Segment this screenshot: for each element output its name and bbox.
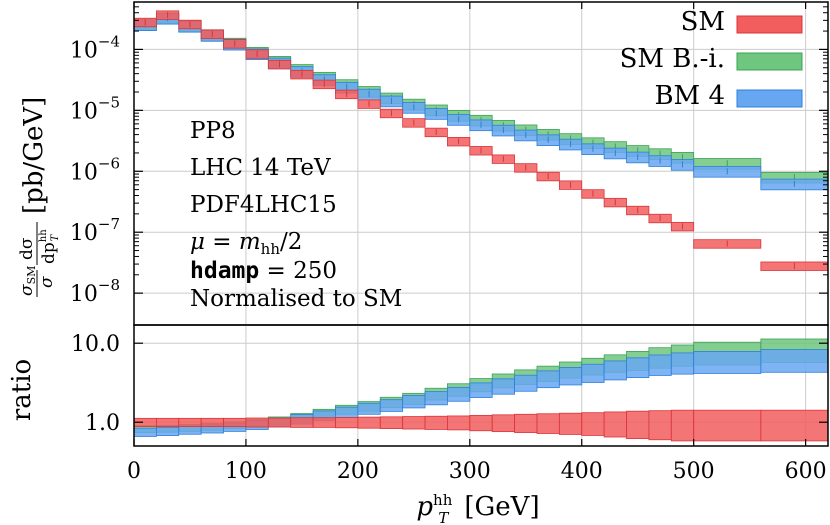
y-tick-label-ratio: 10.0 — [71, 332, 120, 357]
ratio-band-bin — [670, 352, 695, 375]
ratio-band-bin — [290, 417, 314, 428]
ratio-y-title-text: ratio — [7, 359, 37, 421]
ratio-band-bin — [424, 415, 448, 430]
main-panel: 10−8 10−7 10−6 10−5 10−4 — [70, 1, 829, 326]
ratio-band-bin — [245, 417, 269, 428]
ratio-band-bin — [626, 410, 650, 440]
ratio-band-bin — [626, 357, 650, 378]
y-tick-label-top: 10−7 — [70, 215, 120, 246]
y-title-sigma-sm: σSM — [17, 266, 38, 296]
series-top-0 — [134, 10, 828, 271]
ratio-band-bin — [603, 360, 627, 381]
ratio-band-bin — [357, 402, 381, 415]
legend-label-bm4: BM 4 — [654, 81, 725, 111]
x-axis-title: phh T [GeV] — [416, 491, 539, 525]
ratio-band-bin — [424, 391, 448, 406]
y-title-unit: [pb/GeV] — [19, 97, 49, 214]
ratio-band-bin — [335, 417, 359, 429]
info-scale: μ = mhh/2 — [190, 229, 302, 258]
y-tick-label-top: 10−8 — [70, 276, 120, 307]
main-bands — [134, 10, 828, 271]
main-y-title: σSM σ dσ dphhT [pb/GeV] — [17, 97, 61, 297]
ratio-band-bin — [536, 370, 560, 389]
y-tick-label-top: 10−5 — [70, 93, 120, 124]
y-tick-label-top: 10−6 — [70, 154, 120, 185]
ratio-band-bin — [402, 395, 426, 409]
legend-entry-bm4: BM 4 — [654, 81, 803, 111]
legend-label-sm-bi: SM B.-i. — [620, 44, 725, 74]
info-pdf: PDF4LHC15 — [190, 192, 337, 218]
info-generator: PP8 — [190, 118, 236, 144]
ratio-band-bin — [514, 374, 538, 392]
legend-swatch-sm — [736, 15, 803, 34]
ratio-panel: 1.0 10.0 — [71, 324, 829, 447]
ratio-band-bin — [379, 416, 404, 430]
ratio-band-bin — [648, 410, 672, 441]
ratio-band-bin — [558, 412, 583, 435]
ratio-band-bin — [760, 409, 828, 442]
legend-entry-sm: SM — [681, 7, 803, 37]
main-y-ticks: 10−8 10−7 10−6 10−5 10−4 — [70, 6, 828, 307]
ratio-band-bin — [335, 406, 359, 418]
ratio-band-bin — [693, 409, 762, 442]
legend-swatch-bm4 — [736, 89, 803, 108]
x-tick-label: 200 — [337, 459, 379, 484]
ratio-band-bin — [760, 349, 828, 373]
ratio-band-bin — [670, 409, 695, 442]
y-tick-label-ratio: 1.0 — [85, 411, 120, 436]
ratio-band-bin — [134, 427, 157, 437]
legend-swatch-sm-bi — [736, 52, 803, 71]
legend-label-sm: SM — [681, 7, 725, 37]
ratio-band-bin — [267, 417, 292, 428]
series-ratio-0 — [134, 409, 828, 442]
y-title-dpt: dphhT — [38, 229, 61, 264]
ratio-band-bin — [514, 413, 538, 433]
ratio-band-bin — [447, 415, 471, 431]
ratio-band-bin — [178, 417, 202, 428]
ratio-y-title: ratio — [7, 359, 37, 421]
ratio-band-bin — [178, 425, 202, 435]
x-axis-ticks: 0 100 200 300 400 500 600 — [127, 2, 827, 484]
ratio-band-bin — [200, 417, 224, 428]
info-collider: LHC 14 TeV — [190, 155, 331, 181]
y-title-dsigma: dσ — [17, 237, 37, 260]
x-tick-label: 500 — [673, 459, 715, 484]
ratio-band-bin — [447, 386, 471, 402]
ratio-bands — [134, 338, 828, 442]
ratio-band-bin — [491, 414, 515, 433]
legend: SM SM B.-i. BM 4 — [620, 7, 803, 111]
x-tick-label: 0 — [127, 459, 141, 484]
info-hdamp: hdamp = 250 — [190, 258, 337, 284]
x-tick-label: 600 — [785, 459, 827, 484]
ratio-band-bin — [469, 382, 493, 398]
info-annotations: PP8 LHC 14 TeV PDF4LHC15 μ = mhh/2 hdamp… — [190, 118, 402, 312]
ratio-frame — [133, 324, 829, 447]
ratio-band-bin — [581, 412, 605, 436]
y-tick-label-top: 10−4 — [70, 32, 120, 63]
ratio-band-bin — [155, 426, 180, 436]
info-normalisation: Normalised to SM — [190, 286, 402, 312]
ratio-band-bin — [558, 367, 583, 386]
ratio-band-bin — [581, 363, 605, 383]
ratio-band-bin — [223, 417, 247, 428]
ratio-band-bin — [603, 411, 627, 438]
ratio-band-bin — [379, 399, 404, 412]
ratio-band-bin — [536, 413, 560, 434]
ratio-band-bin — [648, 354, 672, 376]
ratio-band-bin — [155, 417, 180, 428]
y-title-sigma: σ — [37, 276, 57, 288]
ratio-band-bin — [312, 417, 336, 428]
legend-entry-sm-bi: SM B.-i. — [620, 44, 803, 74]
x-tick-label: 100 — [225, 459, 267, 484]
ratio-band-bin — [357, 416, 381, 429]
x-tick-label: 400 — [561, 459, 603, 484]
ratio-band-bin — [693, 351, 762, 374]
ratio-band-bin — [491, 378, 515, 395]
ratio-band-bin — [469, 414, 493, 432]
ratio-band-bin — [402, 416, 426, 430]
x-tick-label: 300 — [449, 459, 491, 484]
ratio-y-ticks: 1.0 10.0 — [71, 332, 828, 436]
